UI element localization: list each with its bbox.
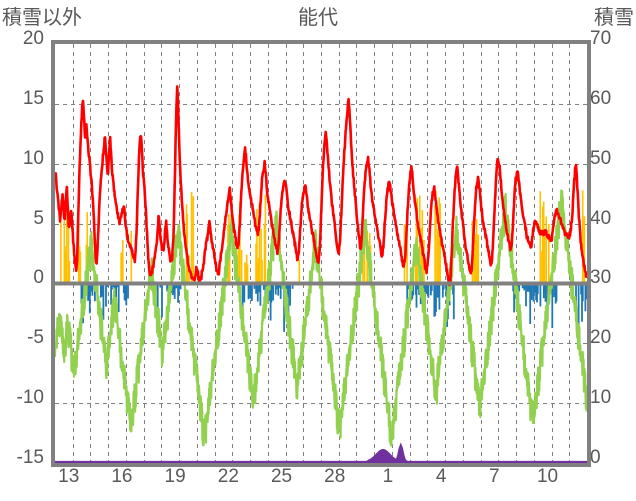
x-axis-tick: 7 [489, 466, 500, 487]
left-axis-title: 積雪以外 [2, 7, 82, 29]
left-axis-tick: 10 [22, 147, 44, 169]
x-axis-tick: 25 [270, 466, 293, 487]
left-axis-tick: -10 [16, 387, 44, 409]
plot-inner [55, 44, 587, 463]
left-axis-tick: 15 [22, 87, 44, 109]
x-axis-tick: 13 [58, 466, 80, 487]
left-axis-tick: -15 [16, 447, 44, 468]
right-axis-tick: 10 [590, 387, 612, 409]
left-axis-tick: 0 [33, 267, 44, 289]
right-axis-tick: 0 [590, 447, 601, 468]
right-axis-tick: 50 [590, 147, 612, 169]
left-axis-tick: 20 [22, 28, 44, 49]
dewpoint-line [55, 189, 587, 447]
temperature-line [55, 85, 587, 287]
x-axis-tick: 22 [217, 466, 239, 487]
left-axis-tick: 5 [33, 207, 44, 229]
precipitation-bars [80, 283, 587, 332]
right-axis-tick: 30 [590, 267, 612, 289]
right-axis-tick: 60 [590, 87, 612, 109]
x-axis-tick: 28 [324, 466, 346, 487]
x-axis-tick: 1 [382, 466, 394, 487]
right-axis-title: 積雪 [594, 7, 634, 29]
right-axis-tick: 20 [590, 327, 612, 349]
x-axis-tick: 10 [536, 466, 559, 487]
plot-area [51, 40, 591, 467]
left-axis-tick: -5 [27, 327, 44, 349]
x-axis-tick: 4 [435, 466, 447, 487]
x-axis-tick: 19 [164, 466, 186, 487]
snow-depth-area [55, 442, 587, 463]
right-axis-tick: 70 [590, 28, 612, 49]
right-axis-tick: 40 [590, 207, 612, 229]
chart-canvas [55, 44, 587, 463]
x-axis-tick: 16 [111, 466, 133, 487]
page-title: 能代 [298, 7, 338, 29]
